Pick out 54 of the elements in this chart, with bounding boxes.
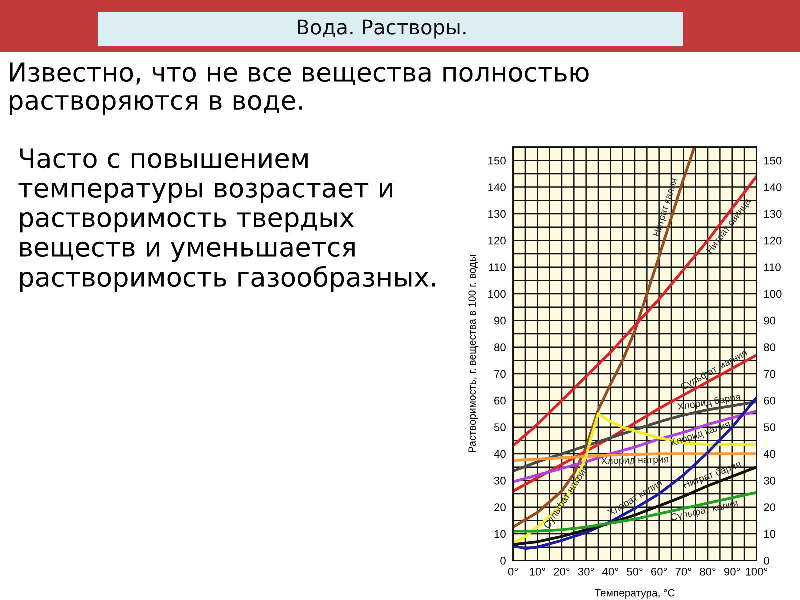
y2-tick-label: 110 [764,264,781,272]
x-tick-label: 0° [508,568,518,576]
y2-tick-label: 90 [764,316,776,325]
chart-title: Вода. Растворы. [298,20,466,39]
text: Сульфат калия [670,500,739,523]
x-tick-label: 10° [530,568,546,576]
y2-tick-label: 100 [764,290,782,298]
x-tick-label: 60° [652,568,668,576]
y2-tick-label: 50 [764,424,776,432]
y2-tick-label: 120 [764,236,782,245]
y2-tick-label: 30 [764,476,776,485]
text: Часто с повышением температуры возрастает и растворимость твердых веществ и уменьшается растворимость газообразных. [18,148,436,292]
y2-tick-label: 70 [764,370,776,378]
x-tick-label: 70° [676,568,692,576]
y-tick-label: 110 [489,264,506,272]
x-tick-label: 90° [724,568,740,576]
x-tick-label: 20° [554,568,570,576]
y-tick-label: 80 [494,344,506,352]
y-tick-label: 90 [494,316,506,325]
y2-tick-label: 40 [764,450,776,458]
text: Нитрат бария [682,460,742,490]
y-tick-label: 30 [494,476,506,485]
y-tick-label: 70 [494,370,506,378]
y-tick-label: 150 [488,156,506,165]
y2-tick-label: 80 [764,344,776,352]
y-tick-label: 130 [488,210,506,218]
y-tick-label: 60 [494,396,506,405]
text: Нитрат калия [653,178,680,238]
y-tick-label: 120 [488,236,506,245]
y-axis-title: Растворимость, г. вещества в 100 г. воды [468,255,478,453]
y2-tick-label: 20 [764,504,776,512]
y-tick-label: 10 [494,530,506,538]
x-tick-label: 30° [578,568,594,576]
x-tick-label: 50° [627,568,643,576]
y-tick-label: 20 [494,504,506,512]
y-tick-label: 100 [488,290,506,298]
y2-tick-label: 150 [764,156,782,165]
y-tick-label: 50 [494,424,506,432]
y2-tick-label: 140 [764,184,782,192]
y2-tick-label: 0 [764,556,770,565]
y-tick-label: 40 [494,450,506,458]
text: Хлорид бария [677,393,741,412]
y-tick-label: 0 [500,556,506,565]
text: Известно, что не все вещества полностью растворяются в воде. [10,62,589,116]
text: Хлорид калия [669,420,732,449]
x-tick-label: 100° [746,568,768,576]
line-series [513,175,757,448]
x-axis-title: Температура, °C [594,589,675,599]
x-tick-label: 40° [602,568,618,576]
y2-tick-label: 10 [764,530,776,538]
x-tick-label: 80° [700,568,716,576]
y-tick-label: 140 [488,184,506,192]
y2-tick-label: 130 [764,210,782,218]
y2-tick-label: 60 [764,396,776,405]
